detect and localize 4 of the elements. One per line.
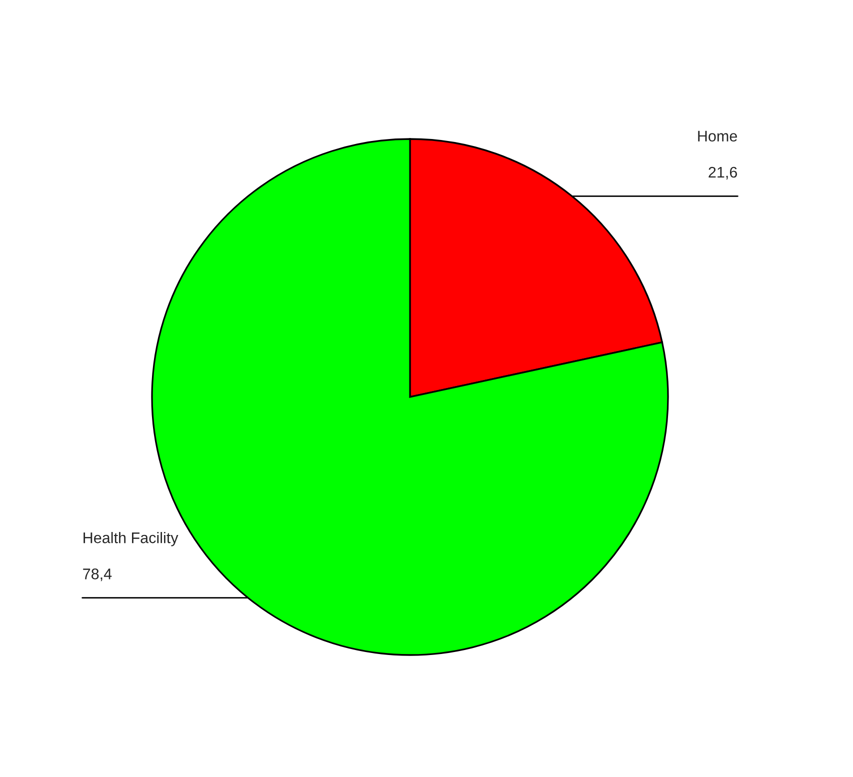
slice-label: Home [698, 130, 737, 142]
data-label: 21,6 [708, 166, 737, 180]
data-label: 78,4 [83, 568, 112, 582]
slice-label: Health Facility [84, 532, 178, 546]
